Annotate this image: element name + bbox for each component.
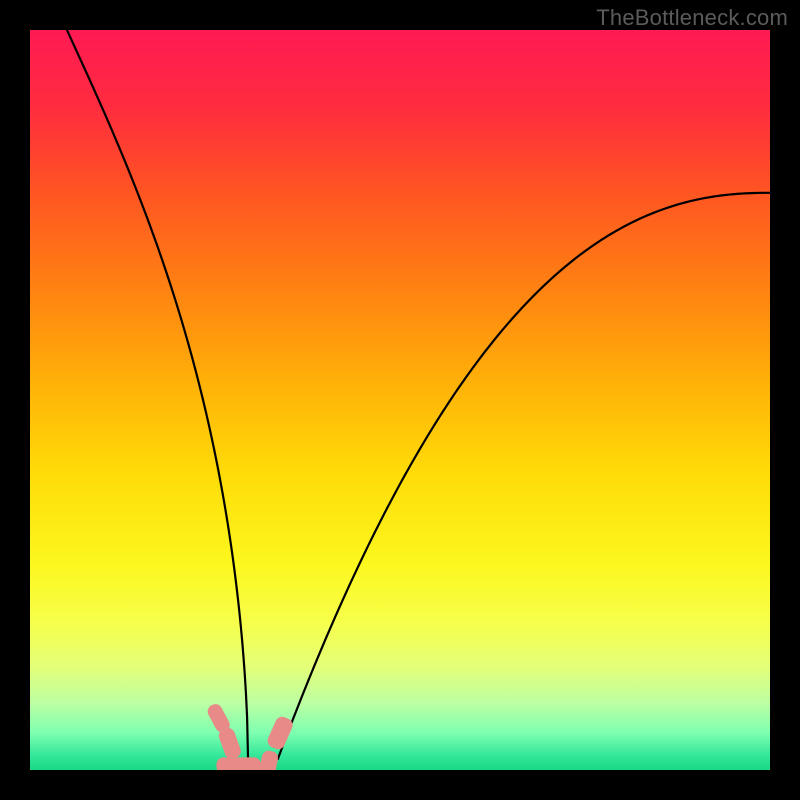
outer-frame: TheBottleneck.com xyxy=(0,0,800,800)
plot-svg xyxy=(30,30,770,770)
plot-area xyxy=(30,30,770,770)
gradient-background xyxy=(30,30,770,770)
floor-marker xyxy=(216,757,260,770)
watermark-text: TheBottleneck.com xyxy=(596,5,788,31)
